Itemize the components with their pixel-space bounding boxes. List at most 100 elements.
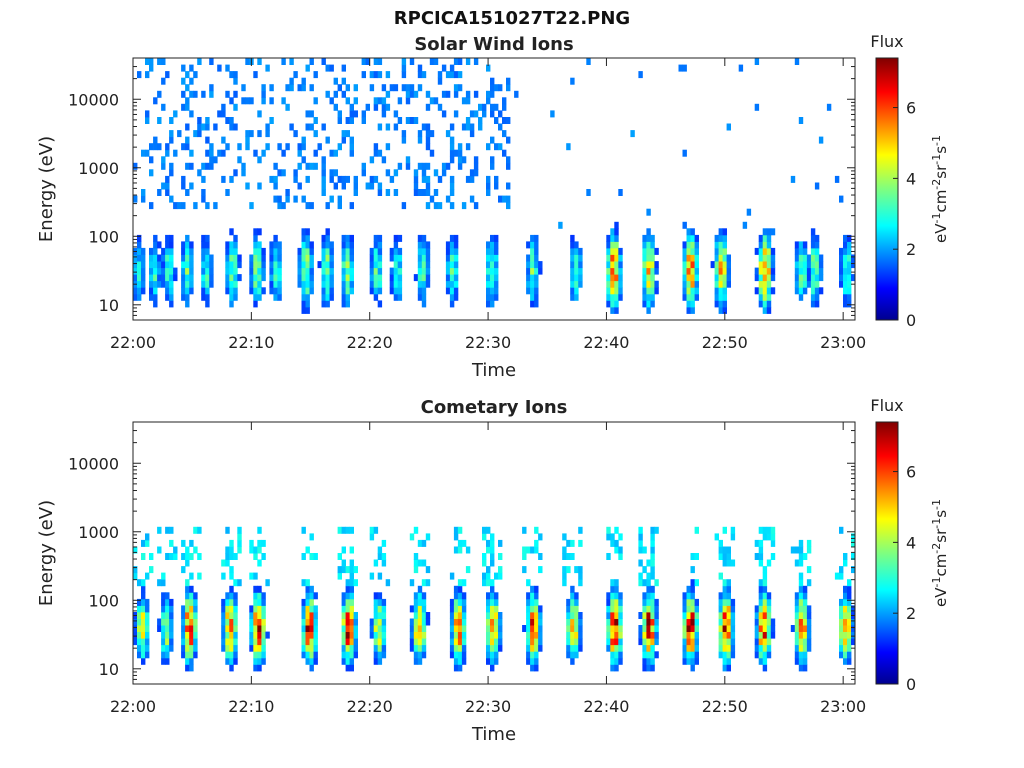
heatmap-cell <box>754 605 760 613</box>
heatmap-cell <box>490 274 495 282</box>
heatmap-cell <box>225 592 230 600</box>
heatmap-cell <box>233 90 238 98</box>
heatmap-cell <box>650 553 655 560</box>
heatmap-cell <box>421 539 427 547</box>
heatmap-cell <box>570 612 575 619</box>
heatmap-cell <box>758 274 764 282</box>
heatmap-cell <box>802 592 808 600</box>
heatmap-cell <box>682 221 687 229</box>
heatmap-cell <box>574 625 579 632</box>
heatmap-cell <box>305 254 310 262</box>
heatmap-cell <box>341 612 346 619</box>
heatmap-cell <box>726 664 731 672</box>
heatmap-cell <box>614 651 619 659</box>
heatmap-cell <box>309 618 314 626</box>
heatmap-cell <box>157 546 162 554</box>
heatmap-cell <box>181 539 186 547</box>
heatmap-cell <box>301 261 306 269</box>
heatmap-cell <box>261 84 266 92</box>
heatmap-cell <box>349 143 354 151</box>
heatmap-cell <box>185 280 190 288</box>
heatmap-cell <box>614 644 619 652</box>
heatmap-cell <box>133 274 138 282</box>
heatmap-cell <box>249 631 254 639</box>
heatmap-cell <box>606 287 611 295</box>
heatmap-cell <box>141 280 146 288</box>
heatmap-cell <box>249 546 254 554</box>
heatmap-cell <box>654 579 659 587</box>
heatmap-cell <box>181 103 186 111</box>
heatmap-cell <box>137 234 142 242</box>
heatmap-cell <box>313 71 318 79</box>
heatmap-cell <box>321 169 326 177</box>
heatmap-cell <box>694 267 699 275</box>
heatmap-cell <box>570 77 575 85</box>
heatmap-cell <box>570 644 575 652</box>
heatmap-cell <box>417 598 423 606</box>
heatmap-cell <box>502 130 507 138</box>
heatmap-cell <box>401 58 407 65</box>
heatmap-cell <box>345 175 350 183</box>
heatmap-cell <box>790 546 796 554</box>
heatmap-cell <box>453 598 459 606</box>
heatmap-cell <box>225 546 230 554</box>
heatmap-cell <box>726 657 731 665</box>
heatmap-cell <box>185 618 190 626</box>
heatmap-cell <box>233 274 238 282</box>
heatmap-cell <box>534 644 539 652</box>
heatmap-cell <box>205 274 210 282</box>
heatmap-cell <box>425 261 431 269</box>
heatmap-cell <box>502 103 507 111</box>
heatmap-cell <box>201 162 206 170</box>
heatmap-cell <box>381 644 387 652</box>
heatmap-cell <box>694 657 699 665</box>
heatmap-cell <box>309 553 314 560</box>
heatmap-cell <box>273 175 278 183</box>
heatmap-cell <box>762 533 768 541</box>
heatmap-cell <box>253 71 258 79</box>
heatmap-cell <box>193 526 198 534</box>
heatmap-cell <box>373 605 379 613</box>
heatmap-cell <box>570 287 575 295</box>
heatmap-cell <box>566 553 571 560</box>
heatmap-cell <box>197 117 202 124</box>
heatmap-cell <box>169 644 174 652</box>
heatmap-cell <box>802 254 808 262</box>
heatmap-cell <box>718 631 723 639</box>
heatmap-cell <box>762 566 768 574</box>
heatmap-cell <box>690 254 695 262</box>
heatmap-cell <box>614 605 619 613</box>
heatmap-cell <box>453 592 459 600</box>
heatmap-cell <box>293 169 298 177</box>
heatmap-cell <box>650 247 655 255</box>
heatmap-cell <box>301 241 306 249</box>
heatmap-cell <box>393 123 399 131</box>
heatmap-cell <box>225 117 230 124</box>
heatmap-cell <box>453 234 459 242</box>
heatmap-cell <box>277 261 282 269</box>
heatmap-cell <box>806 605 812 613</box>
heatmap-cell <box>847 651 852 659</box>
heatmap-cell <box>389 254 395 262</box>
heatmap-cell <box>225 638 230 646</box>
heatmap-cell <box>730 605 736 613</box>
heatmap-cell <box>449 143 455 151</box>
heatmap-cell <box>269 247 274 255</box>
heatmap-cell <box>618 651 623 659</box>
heatmap-cell <box>301 293 306 301</box>
heatmap-cell <box>369 71 375 79</box>
heatmap-cell <box>726 598 731 606</box>
heatmap-cell <box>137 254 142 262</box>
heatmap-cell <box>610 247 615 255</box>
heatmap-cell <box>694 644 699 652</box>
heatmap-cell <box>341 254 346 262</box>
heatmap-cell <box>185 612 190 619</box>
heatmap-cell <box>421 234 427 242</box>
heatmap-cell <box>461 625 467 632</box>
heatmap-cell <box>205 293 210 301</box>
heatmap-cell <box>526 579 531 587</box>
heatmap-cell <box>373 149 379 157</box>
heatmap-cell <box>806 274 812 282</box>
heatmap-cell <box>309 657 314 665</box>
